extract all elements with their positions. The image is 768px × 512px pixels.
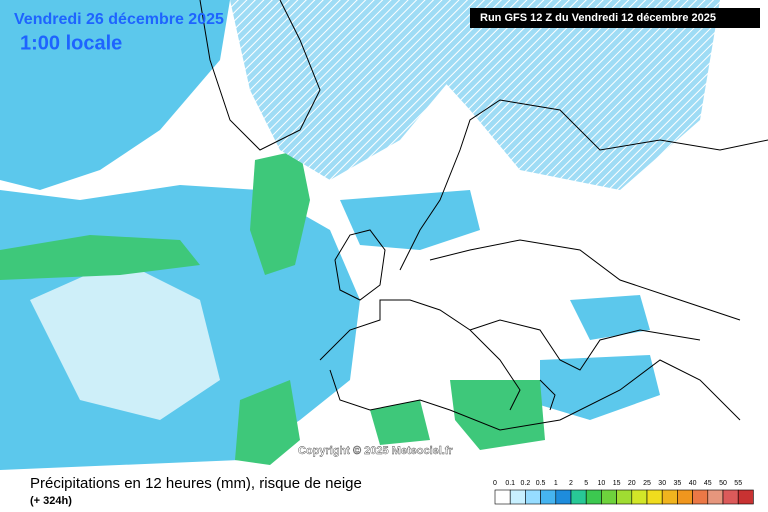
dry-swirl: [30, 260, 220, 420]
legend-swatch: [677, 489, 693, 505]
coastlines: [199, 0, 768, 431]
legend-swatch: [555, 489, 572, 505]
legend-swatch: [616, 489, 633, 505]
legend-swatch: [540, 489, 557, 505]
legend-label: 0.1: [505, 480, 515, 487]
precip-area: [570, 295, 650, 340]
legend-swatch: [707, 489, 724, 505]
snow-area: [230, 0, 460, 180]
heavy-precip: [250, 150, 310, 275]
footer-title: Précipitations en 12 heures (mm), risque…: [30, 475, 362, 492]
legend-label: 40: [689, 480, 697, 487]
heavy-precip: [370, 400, 430, 445]
legend-label: 0: [493, 480, 497, 487]
footer-subtitle: (+ 324h): [30, 495, 72, 507]
legend-swatch: [646, 489, 663, 505]
legend-label: 30: [658, 480, 666, 487]
legend-label: 15: [613, 480, 621, 487]
legend-label: 5: [584, 480, 588, 487]
legend-swatch: [631, 489, 648, 505]
legend-swatch: [722, 489, 739, 505]
legend-label: 50: [719, 480, 727, 487]
map: [0, 0, 768, 470]
copyright: Copyright © 2025 Meteociel.fr: [298, 445, 454, 457]
legend-swatch: [692, 489, 709, 505]
forecast-date: Vendredi 26 décembre 2025: [14, 11, 224, 28]
legend-swatch: [509, 489, 526, 505]
legend-label: 55: [734, 480, 742, 487]
legend-swatch: [525, 489, 541, 505]
legend-swatch: [585, 489, 602, 505]
run-banner: [470, 8, 760, 28]
heavy-precip: [0, 235, 200, 280]
legend: 0 0.1 0.2 0.5 1 2 5 10 15 20 25 30 35 40 45 50 55: [493, 480, 754, 505]
run-info: Run GFS 12 Z du Vendredi 12 décembre 202…: [480, 12, 716, 24]
forecast-time: 1:00 locale: [20, 32, 122, 54]
heavy-precip: [235, 380, 300, 465]
legend-swatch: [737, 489, 754, 505]
legend-swatch: [494, 489, 511, 505]
legend-label: 35: [674, 480, 682, 487]
legend-label: 45: [704, 480, 712, 487]
heavy-precip: [450, 380, 545, 450]
legend-swatch: [570, 489, 587, 505]
legend-label: 10: [598, 480, 606, 487]
legend-label: 0.2: [521, 480, 531, 487]
snow-area: [370, 0, 720, 190]
legend-label: 25: [643, 480, 651, 487]
legend-label: 20: [628, 480, 636, 487]
legend-swatch: [601, 489, 617, 505]
legend-label: 0.5: [536, 480, 546, 487]
legend-swatch: [661, 489, 678, 505]
precip-area: [0, 0, 230, 190]
precip-area: [540, 355, 660, 420]
precip-area: [340, 190, 480, 250]
legend-label: 1: [554, 480, 558, 487]
legend-label: 2: [569, 480, 573, 487]
